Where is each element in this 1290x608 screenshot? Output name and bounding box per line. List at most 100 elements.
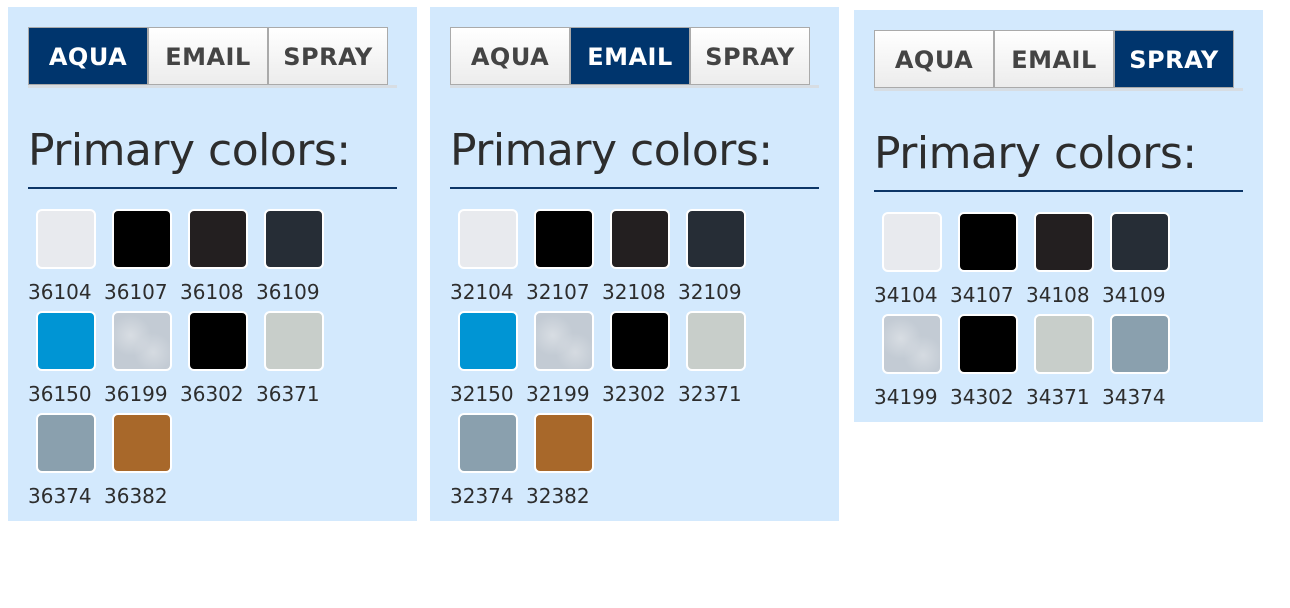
divider: [874, 190, 1243, 192]
color-swatch[interactable]: 32107: [526, 209, 602, 311]
color-swatch[interactable]: 32374: [450, 413, 526, 515]
swatch-chip[interactable]: [1110, 212, 1170, 272]
swatch-chip[interactable]: [1034, 314, 1094, 374]
color-swatch[interactable]: 36374: [28, 413, 104, 515]
color-swatch[interactable]: 36150: [28, 311, 104, 413]
swatch-chip[interactable]: [264, 311, 324, 371]
swatch-chip[interactable]: [958, 314, 1018, 374]
swatch-chip[interactable]: [610, 209, 670, 269]
section-heading: Primary colors:: [874, 128, 1197, 179]
section-heading: Primary colors:: [28, 125, 351, 176]
color-swatch[interactable]: 36109: [256, 209, 332, 311]
swatch-chip[interactable]: [882, 212, 942, 272]
swatch-chip[interactable]: [686, 209, 746, 269]
swatch-code: 32150: [450, 382, 514, 406]
swatch-code: 36199: [104, 382, 168, 406]
tab-email[interactable]: EMAIL: [570, 27, 690, 85]
tab-aqua[interactable]: AQUA: [874, 30, 994, 88]
tab-bar: AQUA EMAIL SPRAY: [450, 27, 819, 88]
swatch-chip[interactable]: [1034, 212, 1094, 272]
tab-aqua[interactable]: AQUA: [450, 27, 570, 85]
color-swatch[interactable]: 36371: [256, 311, 332, 413]
swatch-chip[interactable]: [958, 212, 1018, 272]
tab-email[interactable]: EMAIL: [994, 30, 1114, 88]
color-swatch[interactable]: 34302: [950, 314, 1026, 416]
color-swatch[interactable]: 32199: [526, 311, 602, 413]
swatch-code: 36374: [28, 484, 92, 508]
swatch-code: 32199: [526, 382, 590, 406]
swatch-code: 36104: [28, 280, 92, 304]
swatch-code: 34371: [1026, 385, 1090, 409]
swatch-code: 32107: [526, 280, 590, 304]
swatch-chip[interactable]: [458, 413, 518, 473]
swatch-chip[interactable]: [188, 311, 248, 371]
swatch-code: 36382: [104, 484, 168, 508]
divider: [28, 187, 397, 189]
swatch-chip[interactable]: [112, 311, 172, 371]
swatch-chip[interactable]: [534, 413, 594, 473]
color-swatch[interactable]: 36302: [180, 311, 256, 413]
color-swatch[interactable]: 32104: [450, 209, 526, 311]
color-swatch[interactable]: 32302: [602, 311, 678, 413]
swatch-code: 34104: [874, 283, 938, 307]
swatch-code: 34374: [1102, 385, 1166, 409]
swatch-chip[interactable]: [882, 314, 942, 374]
color-swatch[interactable]: 32382: [526, 413, 602, 515]
swatch-chip[interactable]: [534, 209, 594, 269]
color-swatch[interactable]: 32371: [678, 311, 754, 413]
color-swatch[interactable]: 36382: [104, 413, 180, 515]
swatch-chip[interactable]: [36, 311, 96, 371]
color-panel-email: AQUA EMAIL SPRAY Primary colors: 32104 3210…: [430, 7, 839, 521]
swatch-code: 36109: [256, 280, 320, 304]
swatch-chip[interactable]: [686, 311, 746, 371]
tab-spray[interactable]: SPRAY: [690, 27, 810, 85]
swatch-chip[interactable]: [188, 209, 248, 269]
swatch-code: 34107: [950, 283, 1014, 307]
swatch-code: 32108: [602, 280, 666, 304]
tab-bar: AQUA EMAIL SPRAY: [28, 27, 397, 88]
divider: [450, 187, 819, 189]
color-swatch[interactable]: 32150: [450, 311, 526, 413]
color-swatch[interactable]: 34374: [1102, 314, 1178, 416]
color-swatch[interactable]: 34107: [950, 212, 1026, 314]
color-swatch[interactable]: 34199: [874, 314, 950, 416]
swatch-chip[interactable]: [458, 209, 518, 269]
color-swatch[interactable]: 34108: [1026, 212, 1102, 314]
tab-bar: AQUA EMAIL SPRAY: [874, 30, 1243, 91]
swatch-code: 36108: [180, 280, 244, 304]
color-swatch[interactable]: 34109: [1102, 212, 1178, 314]
swatch-code: 36302: [180, 382, 244, 406]
swatch-chip[interactable]: [1110, 314, 1170, 374]
swatch-code: 36150: [28, 382, 92, 406]
color-swatch[interactable]: 32108: [602, 209, 678, 311]
tab-spray[interactable]: SPRAY: [268, 27, 388, 85]
swatch-chip[interactable]: [36, 413, 96, 473]
swatch-code: 32374: [450, 484, 514, 508]
swatch-code: 32109: [678, 280, 742, 304]
swatch-chip[interactable]: [36, 209, 96, 269]
color-swatch[interactable]: 36199: [104, 311, 180, 413]
swatch-code: 34199: [874, 385, 938, 409]
swatch-code: 32104: [450, 280, 514, 304]
color-panel-aqua: AQUA EMAIL SPRAY Primary colors: 36104 3610…: [8, 7, 417, 521]
tab-aqua[interactable]: AQUA: [28, 27, 148, 85]
swatch-chip[interactable]: [112, 209, 172, 269]
swatch-code: 34108: [1026, 283, 1090, 307]
swatch-chip[interactable]: [610, 311, 670, 371]
color-swatch[interactable]: 32109: [678, 209, 754, 311]
swatch-chip[interactable]: [112, 413, 172, 473]
color-swatch[interactable]: 36104: [28, 209, 104, 311]
swatch-code: 36107: [104, 280, 168, 304]
color-swatch[interactable]: 34371: [1026, 314, 1102, 416]
swatch-code: 32302: [602, 382, 666, 406]
color-swatch[interactable]: 36107: [104, 209, 180, 311]
color-panel-spray: AQUA EMAIL SPRAY Primary colors: 34104 3410…: [854, 10, 1263, 422]
swatch-chip[interactable]: [534, 311, 594, 371]
tab-spray[interactable]: SPRAY: [1114, 30, 1234, 88]
color-swatch[interactable]: 34104: [874, 212, 950, 314]
tab-email[interactable]: EMAIL: [148, 27, 268, 85]
swatch-code: 36371: [256, 382, 320, 406]
swatch-chip[interactable]: [264, 209, 324, 269]
swatch-chip[interactable]: [458, 311, 518, 371]
color-swatch[interactable]: 36108: [180, 209, 256, 311]
